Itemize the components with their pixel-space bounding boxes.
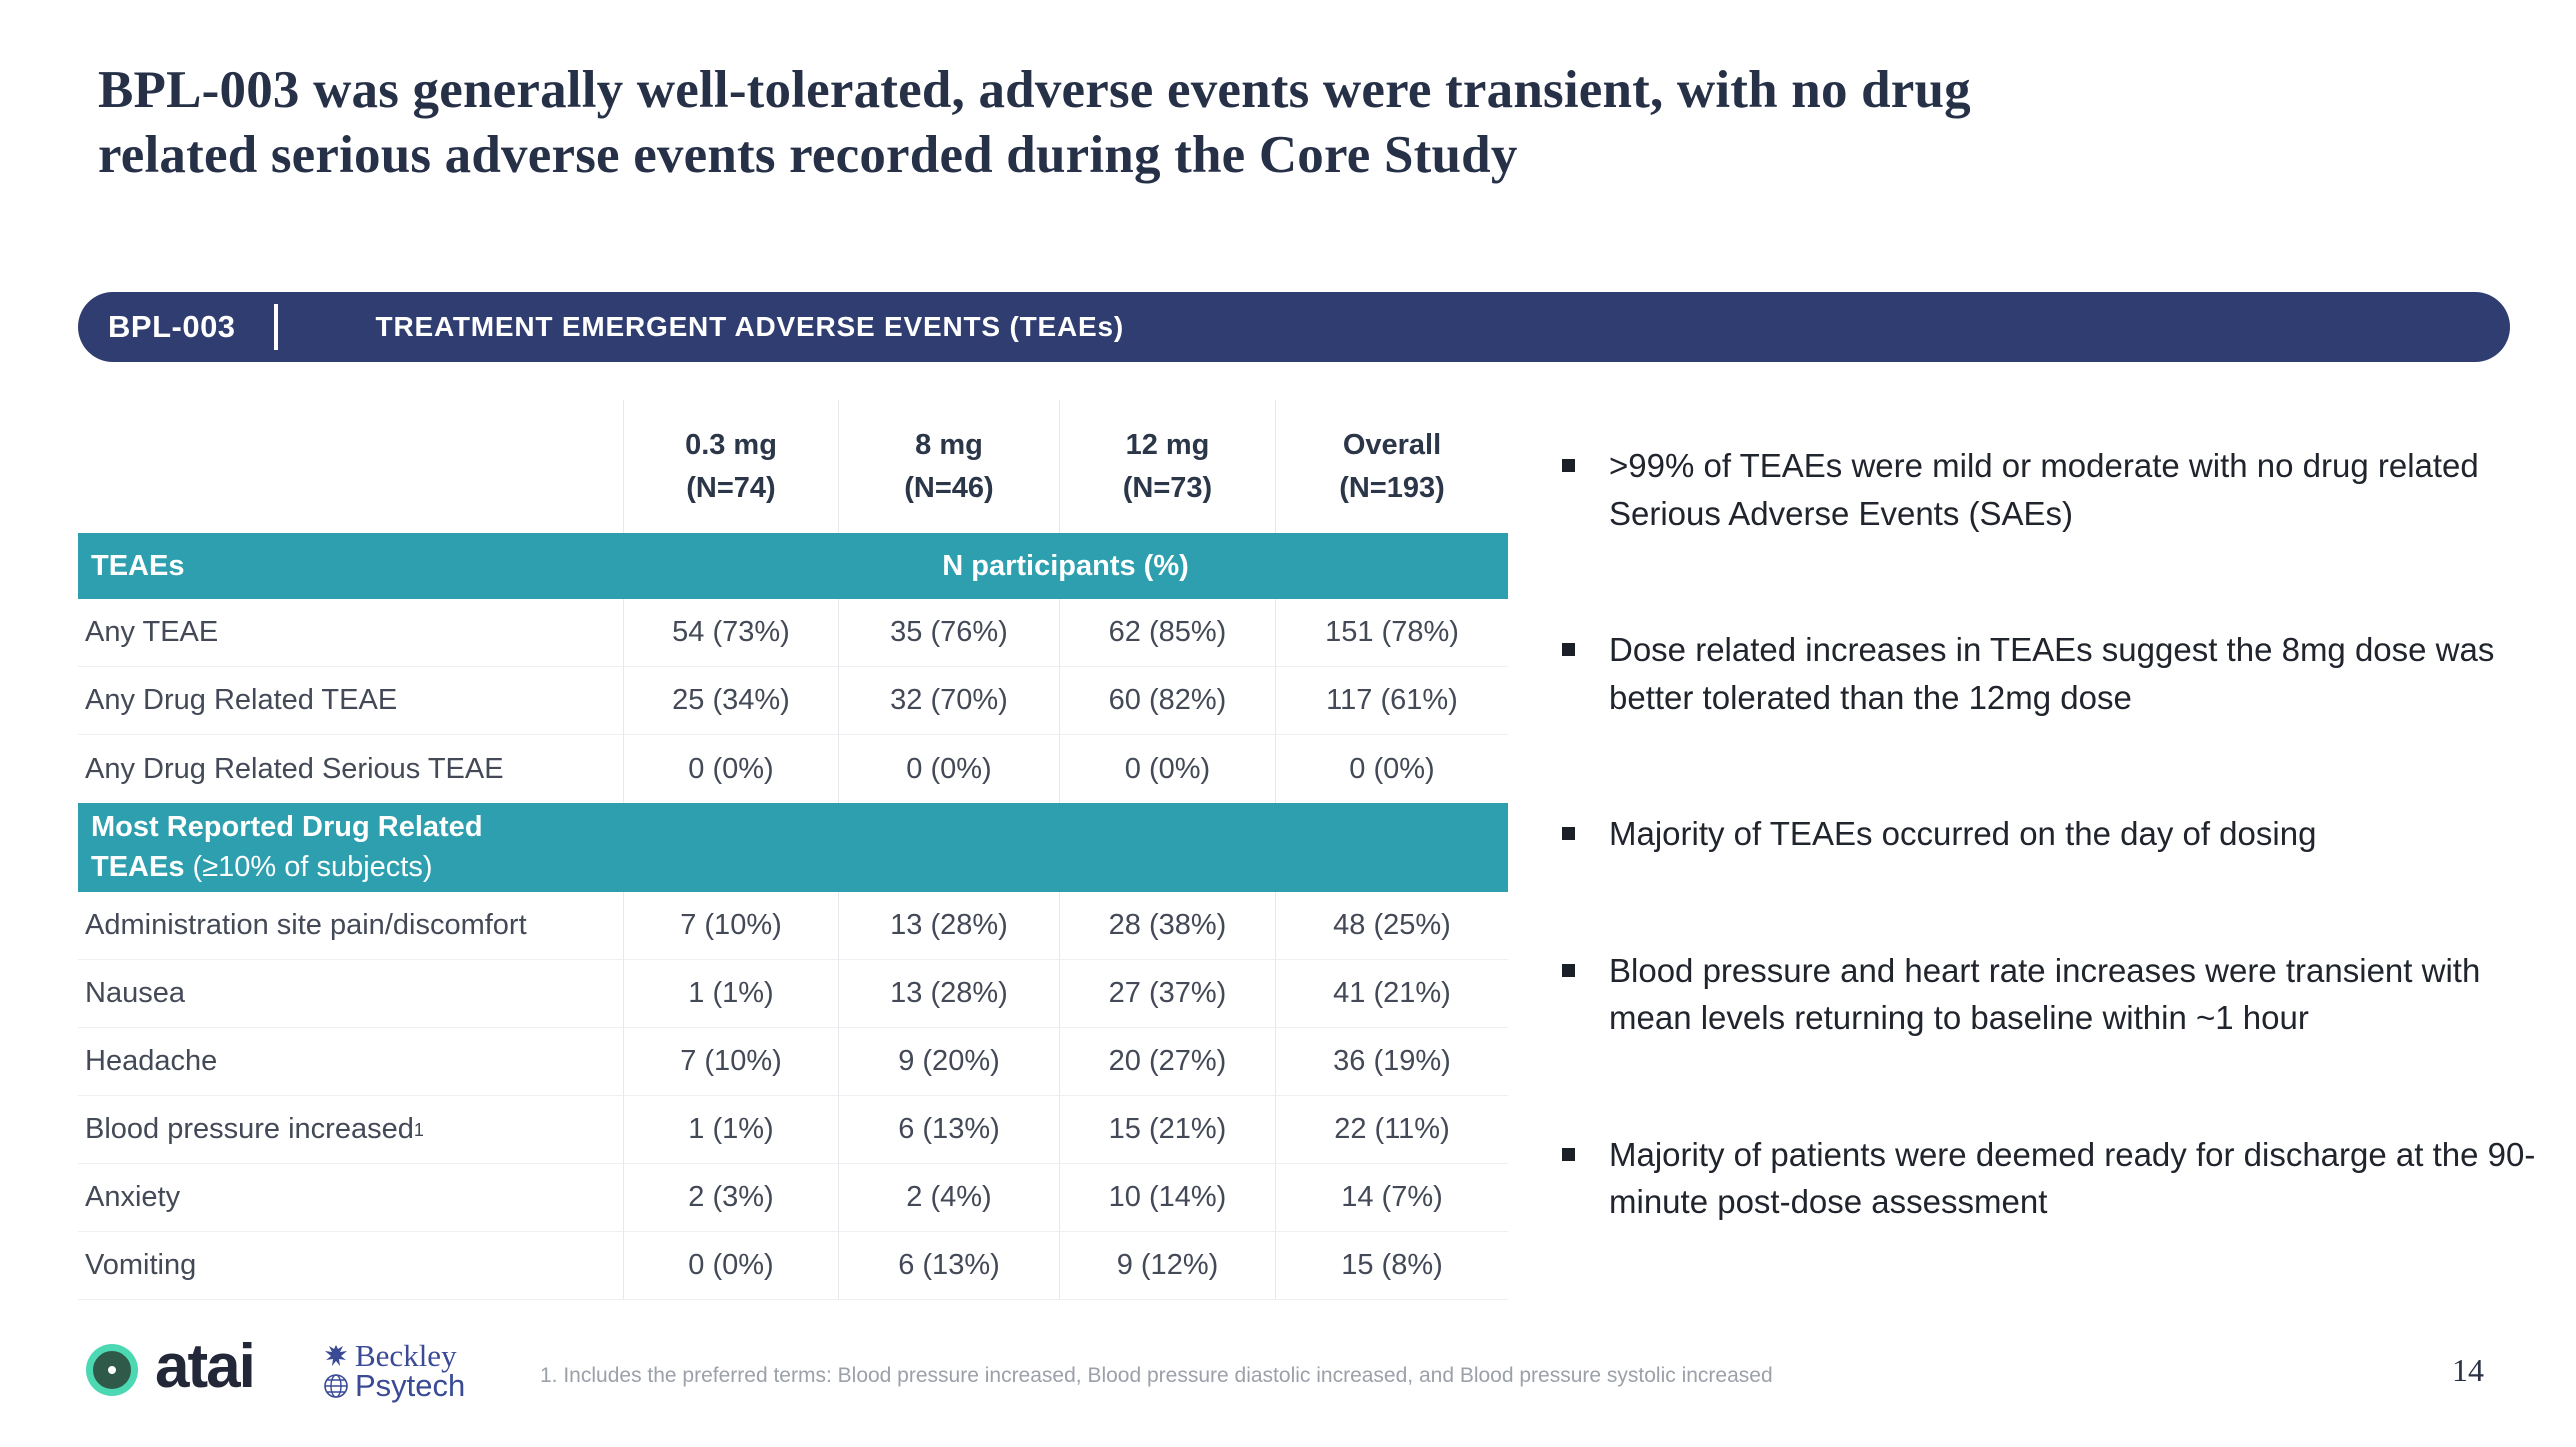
table-cell: 27 (37%): [1059, 960, 1275, 1028]
table-cell: 6 (13%): [838, 1232, 1059, 1300]
bullet-square-icon: [1562, 1147, 1575, 1161]
beckley-globe-icon: [324, 1374, 348, 1398]
bullet-square-icon: [1562, 459, 1575, 472]
atai-wordmark: atai: [155, 1332, 256, 1401]
table-cell: 151 (78%): [1275, 599, 1508, 667]
section-header-rest: (≥10% of subjects): [184, 850, 433, 883]
dose-label: Overall: [1342, 429, 1442, 462]
row-label: Any Drug Related Serious TEAE: [85, 752, 504, 785]
bullet-square-icon: [1562, 827, 1575, 841]
dose-n: (N=73): [1122, 471, 1213, 504]
row-label: Vomiting: [78, 1232, 623, 1300]
section-header-bold: Most Reported Drug Related TEAEs: [91, 811, 483, 883]
table-cell: 14 (7%): [1275, 1164, 1508, 1232]
dose-n: (N=46): [904, 471, 994, 504]
table-cell: 7 (10%): [623, 1028, 838, 1096]
section-header-teaes: TEAEs: [78, 533, 623, 599]
banner-divider: [273, 304, 278, 350]
dose-label: 12 mg: [1125, 429, 1210, 462]
section-header-n-participants: N participants (%): [623, 533, 1508, 599]
beckley-name: Beckley: [355, 1338, 457, 1373]
dose-n: (N=74): [686, 471, 776, 504]
bullet-text: Majority of patients were deemed ready f…: [1609, 1135, 2536, 1221]
table-cell: 7 (10%): [623, 892, 838, 960]
bullet-text: Blood pressure and heart rate increases …: [1609, 951, 2481, 1037]
product-banner: BPL-003 TREATMENT EMERGENT ADVERSE EVENT…: [78, 292, 2510, 362]
table-cell: 54 (73%): [623, 599, 838, 667]
banner-product-label: BPL-003: [108, 309, 236, 344]
page-title: BPL-003 was generally well-tolerated, ad…: [98, 61, 1971, 185]
bullet-item: >99% of TEAEs were mild or moderate with…: [1562, 442, 2562, 537]
banner-title: TREATMENT EMERGENT ADVERSE EVENTS (TEAEs…: [375, 311, 1124, 342]
table-cell: 20 (27%): [1059, 1028, 1275, 1096]
table-cell: 35 (76%): [838, 599, 1059, 667]
column-header-dose-3: 12 mg (N=73): [1059, 400, 1275, 533]
table-cell: 0 (0%): [838, 735, 1059, 803]
row-label: Nausea: [78, 960, 623, 1028]
bullet-text: Majority of TEAEs occurred on the day of…: [1609, 815, 2317, 853]
table-cell: 2 (3%): [623, 1164, 838, 1232]
table-cell: 25 (34%): [623, 667, 838, 735]
table-cell: 60 (82%): [1059, 667, 1275, 735]
bullet-list: >99% of TEAEs were mild or moderate with…: [1562, 442, 2562, 1226]
table-cell: 0 (0%): [623, 735, 838, 803]
row-label: Blood pressure increased 1: [78, 1096, 623, 1164]
table-cell: 1 (1%): [623, 960, 838, 1028]
bullet-item: Majority of TEAEs occurred on the day of…: [1562, 810, 2562, 858]
table-cell: 9 (20%): [838, 1028, 1059, 1096]
bullet-item: Blood pressure and heart rate increases …: [1562, 947, 2562, 1042]
dose-n: (N=193): [1339, 471, 1445, 504]
column-header-dose-1: 0.3 mg (N=74): [623, 400, 838, 533]
table-cell: 6 (13%): [838, 1096, 1059, 1164]
dose-label: 8 mg: [915, 429, 983, 462]
table-cell: 13 (28%): [838, 892, 1059, 960]
teae-table: 0.3 mg (N=74) 8 mg (N=46) 12 mg (N=73) O…: [78, 400, 1508, 1300]
bullet-square-icon: [1562, 963, 1575, 977]
table-cell: 1 (1%): [623, 1096, 838, 1164]
section-header-most-reported: Most Reported Drug Related TEAEs (≥10% o…: [78, 803, 1508, 892]
bullet-text: Dose related increases in TEAEs suggest …: [1609, 631, 2495, 716]
bullet-square-icon: [1562, 643, 1575, 657]
bullet-text: >99% of TEAEs were mild or moderate with…: [1609, 447, 2479, 532]
table-cell: 13 (28%): [838, 960, 1059, 1028]
row-label: Any Drug Related TEAE: [78, 667, 623, 735]
table-cell: 9 (12%): [1059, 1232, 1275, 1300]
table-cell: 0 (0%): [623, 1232, 838, 1300]
footnote: 1. Includes the preferred terms: Blood p…: [540, 1364, 1773, 1387]
row-label: Anxiety: [78, 1164, 623, 1232]
table-cell: 48 (25%): [1275, 892, 1508, 960]
table-cell: 22 (11%): [1275, 1096, 1508, 1164]
table-cell: 15 (8%): [1275, 1232, 1508, 1300]
page-number: 14: [2452, 1352, 2484, 1388]
atai-logo: atai: [85, 1332, 256, 1402]
table-cell: 32 (70%): [838, 667, 1059, 735]
table-cell: 10 (14%): [1059, 1164, 1275, 1232]
row-label: Headache: [78, 1028, 623, 1096]
bullet-item: Dose related increases in TEAEs suggest …: [1562, 626, 2562, 721]
table-cell: 15 (21%): [1059, 1096, 1275, 1164]
row-label: Any TEAE: [78, 599, 623, 667]
beckley-psytech-logo: Beckley Psytech: [323, 1338, 466, 1403]
column-header-spacer: [78, 400, 623, 533]
bullet-item: Majority of patients were deemed ready f…: [1562, 1131, 2562, 1226]
psytech-name: Psytech: [355, 1368, 466, 1403]
table-cell: 36 (19%): [1275, 1028, 1508, 1096]
row-label-text: Blood pressure increased: [85, 1113, 414, 1145]
table-cell: 117 (61%): [1275, 667, 1508, 735]
beckley-eagle-icon: [325, 1345, 347, 1366]
table-cell: 28 (38%): [1059, 892, 1275, 960]
atai-ring-icon: [93, 1350, 131, 1389]
table-cell: 62 (85%): [1059, 599, 1275, 667]
row-label: Administration site pain/discomfort: [78, 892, 623, 960]
table-cell: 2 (4%): [838, 1164, 1059, 1232]
table-cell: 41 (21%): [1275, 960, 1508, 1028]
column-header-overall: Overall (N=193): [1275, 400, 1508, 533]
table-cell: 0 (0%): [1275, 735, 1508, 803]
column-header-dose-2: 8 mg (N=46): [838, 400, 1059, 533]
dose-label: 0.3 mg: [685, 429, 777, 462]
table-cell: 0 (0%): [1059, 735, 1275, 803]
